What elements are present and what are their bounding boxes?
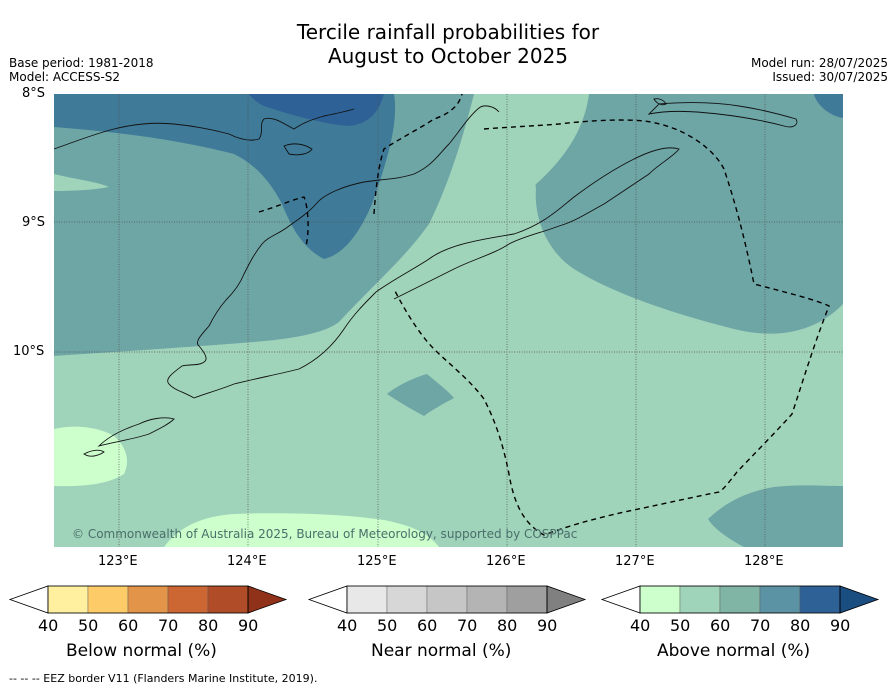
colorbar-segment — [799, 585, 841, 614]
probability-band-60-70-patch — [387, 374, 454, 416]
colorbar-tick-label: 50 — [377, 616, 398, 635]
meta-left: Base period: 1981-2018 Model: ACCESS-S2 — [9, 56, 154, 84]
colorbar-tick-label: 60 — [118, 616, 139, 635]
probability-band-60-70-southeast — [708, 485, 843, 547]
colorbar-low-extension — [307, 585, 348, 614]
copyright-notice: © Commonwealth of Australia 2025, Bureau… — [72, 527, 578, 541]
colorbar-tick-label: 50 — [670, 616, 691, 635]
lon-label-126e: 126°E — [486, 554, 526, 569]
colorbar-segment — [207, 585, 249, 614]
rainfall-probability-map — [54, 94, 843, 547]
probability-band-50-60-west — [54, 174, 109, 191]
colorbar-legend — [0, 580, 896, 670]
colorbar-segment — [167, 585, 209, 614]
colorbar-outline — [639, 585, 841, 614]
colorbar-segment — [426, 585, 468, 614]
colorbar-tick-label: 90 — [830, 616, 851, 635]
coastline-timor-west — [167, 105, 500, 399]
colorbar-high-extension — [839, 585, 880, 614]
colorbar-label-above: Above normal (%) — [657, 641, 811, 661]
colorbar-label-near: Near normal (%) — [371, 641, 512, 661]
colorbar-segment — [87, 585, 129, 614]
colorbar-tick-label: 50 — [78, 616, 99, 635]
colorbar-tick-label: 80 — [198, 616, 219, 635]
map-canvas — [54, 94, 843, 547]
coastline-small1 — [653, 98, 667, 106]
colorbar-2 — [600, 585, 880, 614]
model-run-label: Model run: 28/07/2025 — [750, 56, 888, 70]
colorbar-label-below: Below normal (%) — [66, 641, 217, 661]
colorbar-tick-label: 40 — [337, 616, 358, 635]
eez-border — [258, 94, 830, 536]
model-label: Model: ACCESS-S2 — [9, 70, 121, 84]
colorbar-tick-label: 40 — [630, 616, 651, 635]
colorbar-segment — [346, 585, 388, 614]
colorbar-segment — [466, 585, 508, 614]
coastline-timor-south — [193, 291, 377, 399]
base-period-label: Base period: 1981-2018 — [9, 56, 154, 70]
colorbar-tick-label: 70 — [750, 616, 771, 635]
lon-label-127e: 127°E — [615, 554, 655, 569]
coastline-flores — [54, 108, 355, 150]
lat-label-9s: 9°S — [22, 215, 46, 230]
meta-right: Model run: 28/07/2025 Issued: 30/07/2025 — [751, 56, 888, 84]
colorbar-tick-label: 90 — [537, 616, 558, 635]
colorbar-low-extension — [600, 585, 641, 614]
coastline-savu — [83, 449, 105, 457]
colorbar-high-extension — [247, 585, 288, 614]
lon-label-128e: 128°E — [744, 554, 784, 569]
colorbar-low-extension — [8, 585, 49, 614]
coastline-wetar — [647, 102, 798, 128]
colorbar-segment — [47, 585, 89, 614]
colorbar-0 — [8, 585, 288, 614]
lon-label-123e: 123°E — [98, 554, 138, 569]
probability-band-70-80-east — [814, 94, 843, 118]
lat-label-10s: 10°S — [13, 344, 45, 359]
colorbar-tick-label: 80 — [790, 616, 811, 635]
colorbar-outline — [47, 585, 249, 614]
colorbar-segment — [127, 585, 169, 614]
colorbar-tick-label: 80 — [497, 616, 518, 635]
lon-label-125e: 125°E — [357, 554, 397, 569]
probability-band-40-50-south — [164, 513, 439, 547]
colorbar-high-extension — [546, 585, 587, 614]
colorbar-segment — [506, 585, 548, 614]
lat-label-8s: 8°S — [22, 86, 46, 101]
issued-label: Issued: 30/07/2025 — [772, 70, 888, 84]
colorbar-segment — [679, 585, 721, 614]
colorbar-tick-label: 70 — [158, 616, 179, 635]
map-title-line2: August to October 2025 — [327, 44, 569, 68]
colorbar-outline — [346, 585, 548, 614]
colorbar-segment — [639, 585, 681, 614]
map-title: Tercile rainfall probabilities for Augus… — [0, 20, 896, 68]
colorbar-tick-label: 70 — [457, 616, 478, 635]
lon-label-124e: 124°E — [227, 554, 267, 569]
colorbar-segment — [719, 585, 761, 614]
coastline-rote — [97, 417, 175, 447]
probability-band-70-80 — [54, 94, 396, 259]
coastline-timor-north — [375, 147, 680, 300]
colorbar-graphics — [8, 585, 880, 614]
colorbar-tick-label: 40 — [38, 616, 59, 635]
coastlines — [54, 98, 798, 457]
colorbar-1 — [307, 585, 587, 614]
probability-band-80-90 — [249, 94, 384, 126]
colorbar-tick-label: 60 — [417, 616, 438, 635]
eez-footnote: -- -- -- EEZ border V11 (Flanders Marine… — [9, 672, 318, 685]
colorbar-segment — [759, 585, 801, 614]
coastline-alor — [283, 143, 313, 156]
probability-band-50-60-tongue — [482, 94, 589, 186]
map-title-line1: Tercile rainfall probabilities for — [296, 20, 600, 44]
colorbar-tick-label: 90 — [238, 616, 259, 635]
map-gridlines — [54, 94, 843, 547]
colorbar-segment — [386, 585, 428, 614]
colorbar-tick-label: 60 — [710, 616, 731, 635]
